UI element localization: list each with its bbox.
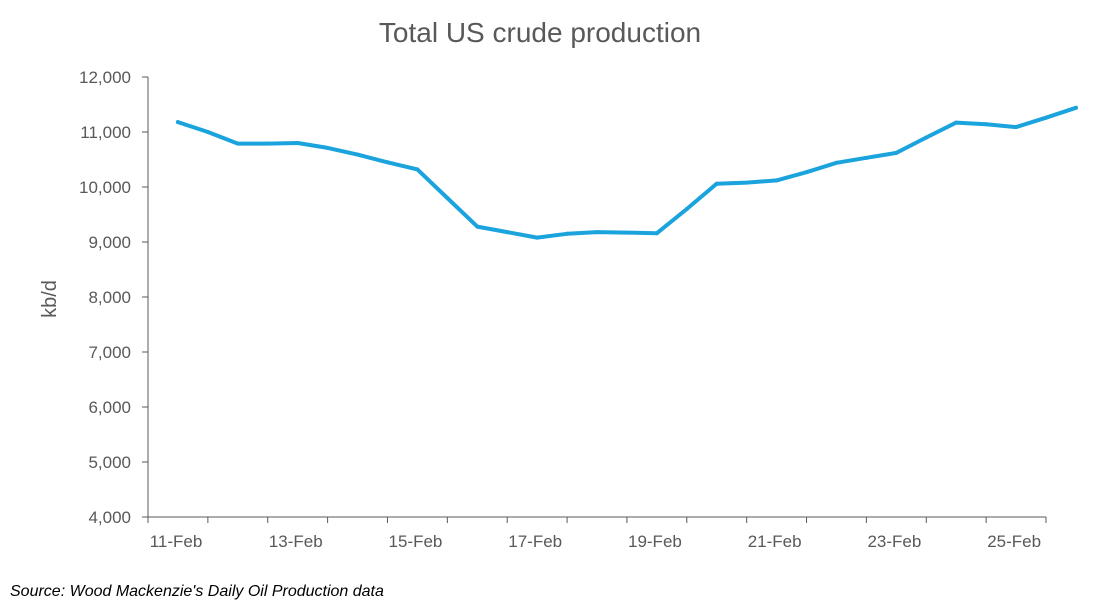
data-point bbox=[1073, 105, 1078, 110]
data-point bbox=[774, 178, 779, 183]
production-series-line bbox=[175, 105, 1078, 240]
data-point bbox=[654, 231, 659, 236]
data-point bbox=[205, 130, 210, 134]
data-point bbox=[864, 155, 869, 160]
data-point bbox=[624, 230, 629, 235]
data-point bbox=[834, 160, 839, 165]
data-point bbox=[565, 231, 570, 236]
data-point bbox=[265, 141, 270, 146]
data-point bbox=[714, 181, 719, 186]
y-tick-label: 11,000 bbox=[80, 123, 131, 142]
x-tick-label: 21-Feb bbox=[748, 532, 802, 551]
data-point bbox=[325, 145, 330, 150]
data-point bbox=[684, 207, 689, 211]
y-tick-label: 4,000 bbox=[88, 508, 131, 527]
data-point bbox=[175, 120, 180, 125]
data-point bbox=[954, 120, 959, 125]
data-point bbox=[744, 180, 749, 185]
data-point bbox=[984, 122, 989, 127]
y-tick-label: 6,000 bbox=[88, 398, 131, 417]
data-point bbox=[295, 141, 300, 145]
source-footnote: Source: Wood Mackenzie's Daily Oil Produ… bbox=[10, 583, 384, 600]
y-tick-label: 12,000 bbox=[79, 68, 131, 87]
data-point bbox=[355, 152, 360, 157]
y-tick-label: 9,000 bbox=[88, 233, 131, 252]
data-point bbox=[894, 150, 899, 155]
y-axis-label: kb/d bbox=[39, 280, 61, 318]
plot-area: 4,000 5,000 6,000 7,000 8,000 9,000 10,000 11,0… bbox=[79, 68, 1078, 551]
x-tick-label: 15-Feb bbox=[389, 532, 443, 551]
x-tick-label: 19-Feb bbox=[628, 532, 682, 551]
data-point bbox=[595, 230, 599, 235]
data-point bbox=[804, 170, 809, 175]
data-point bbox=[505, 230, 510, 235]
data-point bbox=[415, 167, 420, 172]
x-tick-label: 25-Feb bbox=[987, 532, 1041, 551]
data-point bbox=[924, 135, 929, 140]
data-point bbox=[535, 235, 540, 240]
data-point bbox=[1044, 115, 1048, 120]
y-tick-label: 8,000 bbox=[88, 288, 131, 307]
data-point bbox=[475, 224, 480, 229]
data-point bbox=[445, 196, 450, 200]
y-tick-label: 5,000 bbox=[88, 453, 131, 472]
x-tick-label: 23-Feb bbox=[867, 532, 921, 551]
y-tick-label: 7,000 bbox=[88, 343, 131, 362]
data-point bbox=[385, 160, 390, 165]
chart-title: Total US crude production bbox=[379, 17, 701, 48]
x-tick-label: 11-Feb bbox=[150, 532, 203, 551]
y-tick-label: 10,000 bbox=[79, 178, 131, 197]
data-point bbox=[1014, 125, 1019, 130]
x-tick-label: 13-Feb bbox=[269, 532, 323, 551]
x-tick-label: 17-Feb bbox=[508, 532, 562, 551]
data-point bbox=[235, 141, 240, 146]
